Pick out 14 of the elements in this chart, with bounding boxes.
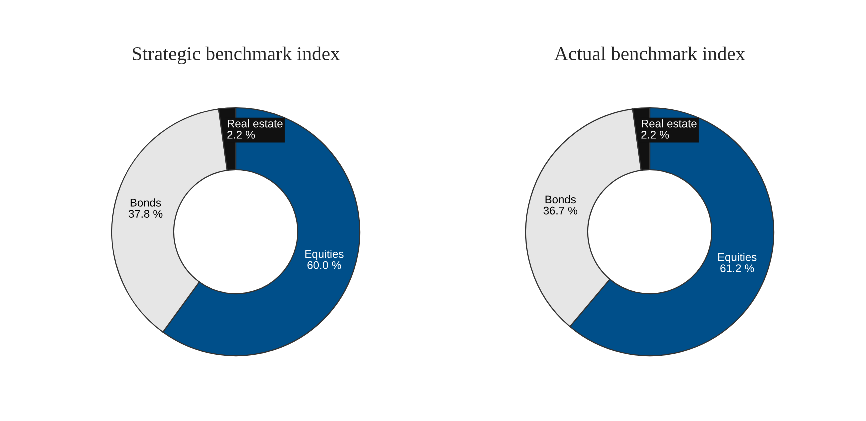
slice-label: Real estate xyxy=(642,120,697,128)
slice-label: Bonds xyxy=(130,198,162,207)
data-label: 60.0 % xyxy=(308,261,342,270)
data-label: 61.2 % xyxy=(720,264,754,272)
data-label: 2.2 % xyxy=(228,131,256,139)
chart-title: Actual benchmark index xyxy=(554,46,746,61)
data-label: 2.2 % xyxy=(642,131,670,139)
chart-title: Strategic benchmark index xyxy=(133,46,340,65)
slice-label: Equities xyxy=(718,253,757,264)
data-label: 37.8 % xyxy=(128,210,163,218)
slice-label: Equities xyxy=(306,250,344,260)
data-label: 36.7 % xyxy=(544,206,578,215)
slice-label: Bonds xyxy=(546,195,576,204)
slice-label: Real estate xyxy=(228,120,283,128)
